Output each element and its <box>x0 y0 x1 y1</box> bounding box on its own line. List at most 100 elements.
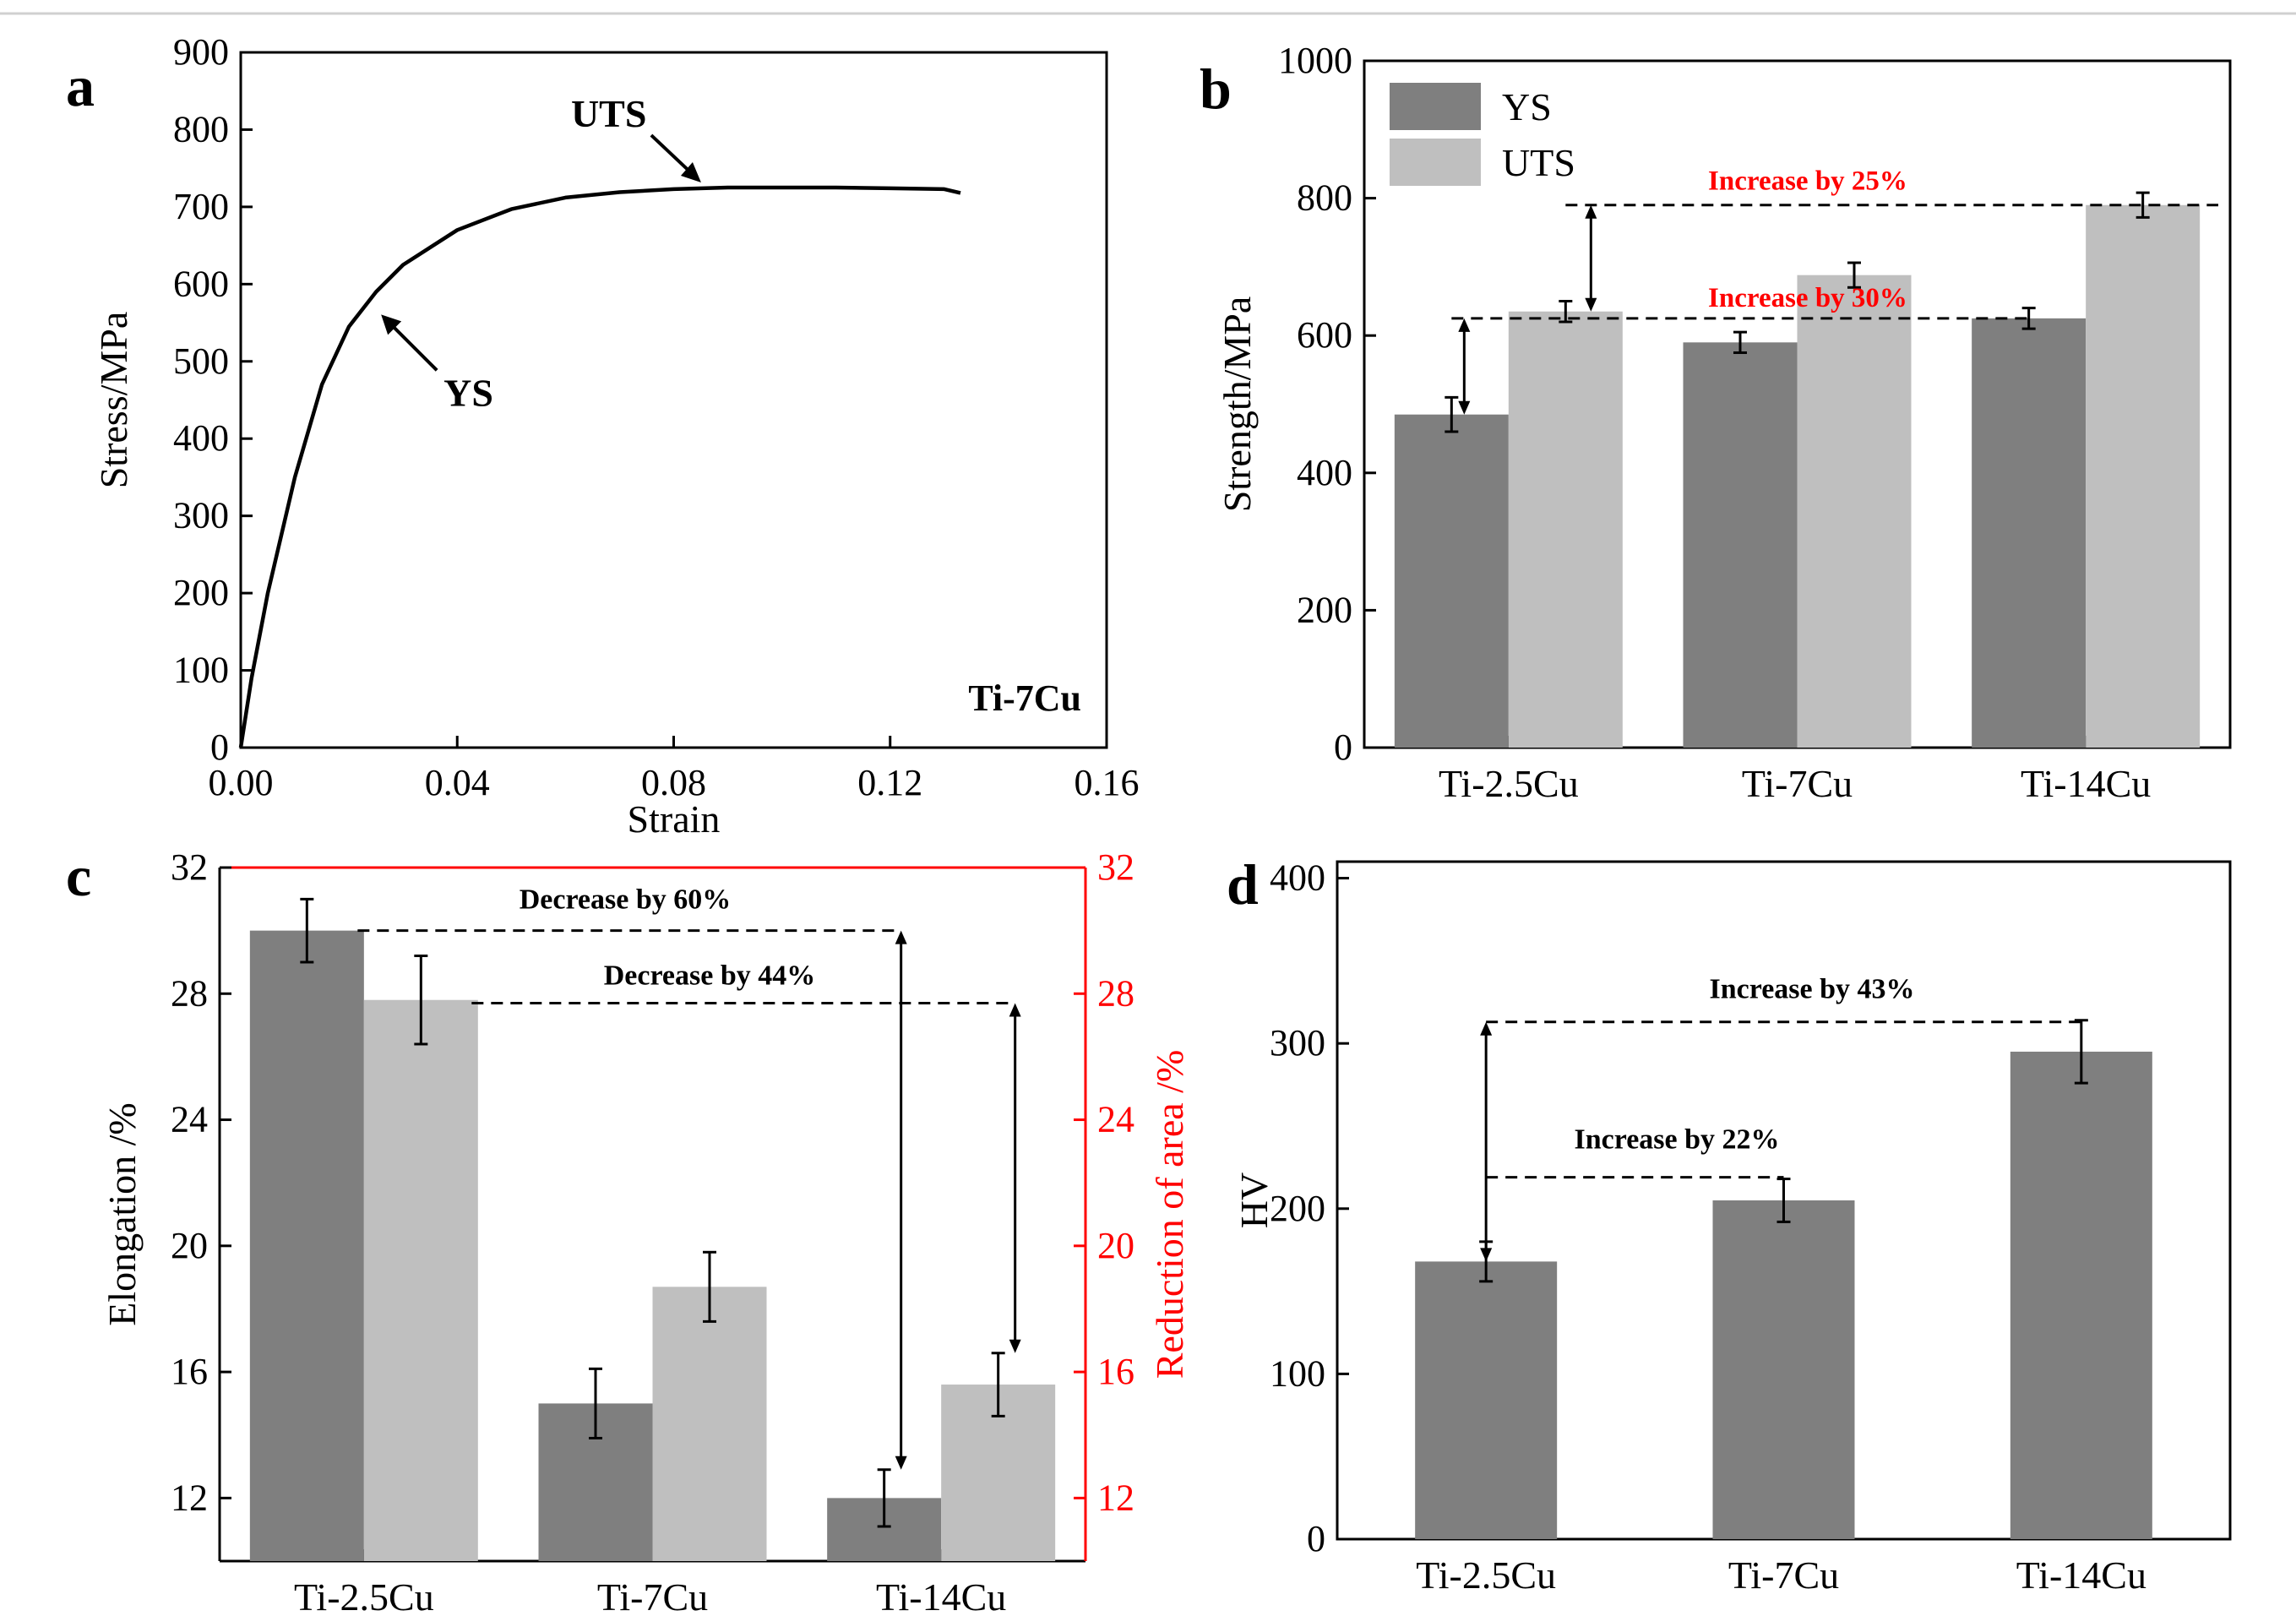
sample-label: Ti-7Cu <box>968 677 1081 719</box>
y-tick-label: 1000 <box>1278 40 1352 81</box>
y-tick-label: 16 <box>171 1351 208 1392</box>
y-tick-label: 800 <box>1297 177 1352 219</box>
y-tick-label: 500 <box>173 340 229 382</box>
y-axis-label: Stress/MPa <box>92 312 135 489</box>
panel-a-stress-strain: 0 100 200 300 400 500 600 700 800 900 0.00 0.04 0.08… <box>66 31 1140 841</box>
category-label: Ti-7Cu <box>597 1575 708 1616</box>
arrow-head <box>1585 204 1597 219</box>
x-tick-label: 0.08 <box>641 762 706 803</box>
y-tick-label: 100 <box>1270 1352 1325 1394</box>
panel-b-strength-bars: 0 200 400 600 800 1000 Strength/MPa b Ti-2.5Cu Ti… <box>1200 40 2232 805</box>
panel-label: a <box>66 54 95 118</box>
bar-uts <box>2086 204 2201 748</box>
panel-label: b <box>1200 57 1232 121</box>
y2-tick-label: 12 <box>1097 1477 1134 1518</box>
y-tick-label: 200 <box>1270 1188 1325 1229</box>
y2-tick-label: 20 <box>1097 1225 1134 1266</box>
y-tick-label: 32 <box>171 846 208 888</box>
arrow-head <box>1480 1021 1493 1036</box>
y2-tick-label: 28 <box>1097 972 1134 1014</box>
y-tick-label: 24 <box>171 1099 208 1140</box>
y2-tick-label: 24 <box>1097 1099 1134 1140</box>
bar-uts <box>1797 275 1912 748</box>
x-tick-label: 0.16 <box>1075 762 1140 803</box>
x-tick-label: 0.00 <box>209 762 274 803</box>
annotation-increase-43: Increase by 43% <box>1709 974 1914 1005</box>
ys-annotation: YS <box>443 371 493 414</box>
legend-swatch <box>1390 139 1481 186</box>
ys-arrow-head <box>381 314 402 335</box>
category-label: Ti-2.5Cu <box>1416 1553 1556 1597</box>
y-tick-label: 0 <box>1334 726 1352 768</box>
bar-reduction-of-area <box>363 999 478 1561</box>
y-tick-label: 12 <box>171 1477 208 1518</box>
arrow-head <box>1585 297 1597 312</box>
category-label: Ti-2.5Cu <box>294 1575 434 1616</box>
arrow-head <box>895 930 907 944</box>
category-label: Ti-7Cu <box>1742 762 1853 805</box>
bar-hardness <box>1712 1200 1855 1539</box>
y-tick-label: 300 <box>1270 1022 1325 1064</box>
y-tick-label: 400 <box>1270 857 1325 899</box>
arrow-head <box>1458 400 1471 415</box>
bar-ys <box>1683 342 1798 748</box>
uts-arrow-head <box>680 162 701 183</box>
y-tick-label: 0 <box>210 726 229 768</box>
y2-tick-label: 16 <box>1097 1351 1134 1392</box>
panel-label: d <box>1227 852 1259 917</box>
annotation-decrease-60: Decrease by 60% <box>520 884 732 916</box>
panel-c-elongation-bars: 12 16 20 24 28 32 12 16 20 24 28 32 Elongation /% Red… <box>66 844 1191 1616</box>
arrow-head <box>1480 1248 1493 1262</box>
legend-label: UTS <box>1502 141 1575 184</box>
annotation-increase-25: Increase by 25% <box>1708 166 1907 197</box>
arrow-head <box>1009 1339 1021 1353</box>
bar-hardness <box>2010 1051 2152 1539</box>
y-tick-label: 100 <box>173 650 229 691</box>
y-tick-label: 0 <box>1307 1518 1325 1559</box>
stress-strain-curve <box>238 185 961 748</box>
y-axis-label: HV <box>1232 1173 1276 1228</box>
y-tick-label: 900 <box>173 31 229 73</box>
legend-swatch <box>1390 83 1481 130</box>
annotation-increase-22: Increase by 22% <box>1574 1124 1779 1156</box>
category-label: Ti-14Cu <box>876 1575 1006 1616</box>
category-label: Ti-14Cu <box>2021 762 2151 805</box>
arrow-head <box>895 1455 907 1470</box>
y-tick-label: 700 <box>173 186 229 227</box>
category-label: Ti-7Cu <box>1728 1553 1839 1597</box>
arrow-head <box>1009 1003 1021 1017</box>
bar-reduction-of-area <box>652 1287 767 1561</box>
bar-ys <box>1972 318 2087 748</box>
y-tick-label: 600 <box>1297 314 1352 356</box>
bar-elongation <box>249 930 364 1561</box>
category-label: Ti-14Cu <box>2016 1553 2146 1597</box>
y2-axis-label: Reduction of area /% <box>1148 1050 1191 1379</box>
x-tick-label: 0.12 <box>857 762 922 803</box>
y-axis-label: Strength/MPa <box>1216 297 1259 513</box>
y-tick-label: 28 <box>171 972 208 1014</box>
bar-ys <box>1394 414 1509 748</box>
y2-tick-label: 32 <box>1097 846 1134 888</box>
y-tick-label: 400 <box>1297 452 1352 493</box>
y-tick-label: 800 <box>173 108 229 150</box>
y-tick-label: 200 <box>173 572 229 613</box>
y-tick-label: 600 <box>173 263 229 304</box>
uts-annotation: UTS <box>571 92 646 135</box>
panel-d-hardness-bars: 0 100 200 300 400 HV d Ti-2.5Cu Ti-7Cu Ti-14Cu Inc… <box>1227 852 2232 1597</box>
annotation-decrease-44: Decrease by 44% <box>604 960 816 991</box>
y-tick-label: 300 <box>173 495 229 536</box>
panel-label: c <box>66 844 91 908</box>
bar-uts <box>1508 311 1623 748</box>
annotation-increase-30: Increase by 30% <box>1708 283 1907 313</box>
y-tick-label: 400 <box>173 417 229 459</box>
x-tick-label: 0.04 <box>425 762 490 803</box>
y-tick-label: 20 <box>171 1225 208 1266</box>
y-axis-label: Elongation /% <box>101 1102 144 1325</box>
y-tick-label: 200 <box>1297 589 1352 630</box>
bar-hardness <box>1415 1261 1558 1539</box>
arrow-head <box>1458 318 1471 332</box>
x-axis-label: Strain <box>628 797 721 841</box>
legend-label: YS <box>1502 85 1552 128</box>
category-label: Ti-2.5Cu <box>1439 762 1579 805</box>
